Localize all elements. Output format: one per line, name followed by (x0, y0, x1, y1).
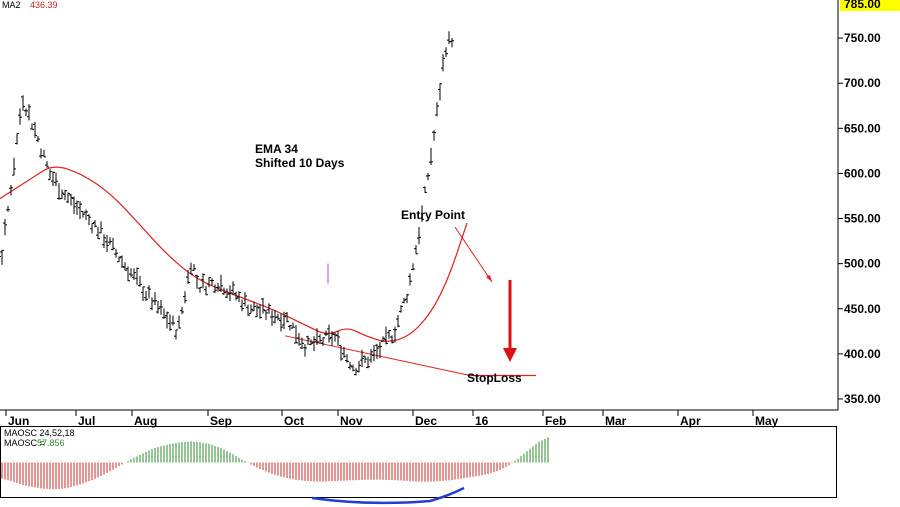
ema-34-line (0, 166, 468, 342)
y-tick-label: 400.00 (844, 347, 881, 361)
x-tick-label: Oct (284, 414, 304, 428)
entry-point-label: Entry Point (401, 208, 465, 222)
y-tick-label: 350.00 (844, 392, 881, 406)
y-tick-label: 750.00 (844, 31, 881, 45)
last-price-label: 785.00 (844, 0, 881, 11)
x-tick-label: Jun (8, 414, 29, 428)
entry-point-pointer (454, 226, 493, 283)
x-tick-label: Mar (605, 414, 627, 428)
x-tick-label: May (755, 414, 779, 428)
x-tick-label: Jul (78, 414, 95, 428)
oscillator-frame (0, 426, 837, 498)
oscillator-value: 57.856 (37, 438, 65, 448)
oscillator-value-prefix: MAOSC = (4, 438, 45, 448)
x-tick-label: Sep (210, 414, 232, 428)
stoploss-arrowhead (503, 348, 517, 362)
stoploss-label: StopLoss (467, 371, 522, 385)
x-tick-label: 16 (475, 414, 489, 428)
y-tick-label: 500.00 (844, 257, 881, 271)
y-tick-label: 600.00 (844, 166, 881, 180)
x-tick-label: Aug (134, 414, 157, 428)
oscillator-bottom-curve (311, 486, 465, 505)
indicator-label: MA2 (2, 0, 21, 10)
ema-label-line1: EMA 34 (255, 142, 298, 156)
y-tick-label: 700.00 (844, 76, 881, 90)
x-tick-label: Dec (415, 414, 437, 428)
x-tick-label: Nov (340, 414, 363, 428)
last-price-tag (840, 0, 900, 11)
y-tick-label: 450.00 (844, 302, 881, 316)
x-tick-label: Apr (680, 414, 701, 428)
x-tick-label: Feb (545, 414, 566, 428)
indicator-value: 436.39 (30, 0, 58, 10)
entry-point-arrowhead (486, 275, 492, 282)
y-tick-label: 550.00 (844, 212, 881, 226)
ema-label-line2: Shifted 10 Days (255, 156, 345, 170)
oscillator-label: MAOSC 24,52,18 (4, 428, 75, 438)
y-tick-label: 650.00 (844, 121, 881, 135)
